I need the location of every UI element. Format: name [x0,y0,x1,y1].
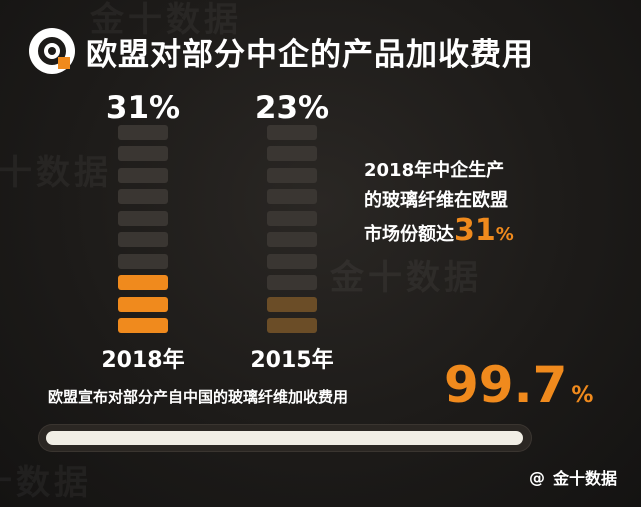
tariff-value-number: 99.7 [444,356,568,414]
bar-2015-segment [267,167,317,183]
stat-line-2: 的玻璃纤维在欧盟 [364,190,508,211]
bar-2015-segment [267,253,317,269]
bar-2015-value-label: 23% [254,90,330,126]
tariff-progress-fill [46,431,523,445]
at-icon: @ [528,467,545,487]
bar-2018-segment [118,146,168,161]
bar-2015-category-label: 2015年 [250,348,334,373]
bar-2018-segment [118,275,168,290]
bar-2015-segment [267,146,317,161]
bar-2015-segment [267,275,317,290]
bar-2015-segment [267,189,317,204]
bar-2015-segment [267,318,317,333]
bar-2018-segment [118,124,168,140]
stat-line-3-text: 市场份额达 [364,224,454,245]
bar-2018-segment [118,167,168,183]
market-share-unit: % [495,224,514,245]
bar-2018-segment [118,210,168,226]
bar-2015-segment [267,210,317,226]
source-label: 金十数据 [552,469,617,488]
stat-line-1: 2018年中企生产 [364,160,505,181]
bar-2015-segment [267,296,317,312]
market-share-value: 31 [454,213,496,248]
market-share-stat: 2018年中企生产 的玻璃纤维在欧盟 市场份额达31% [364,156,514,250]
page-title: 欧盟对部分中企的产品加收费用 [86,36,534,73]
watermark-top: 金十数据 [90,0,242,40]
source-credit: @ 金十数据 [529,465,617,489]
stat-line-3: 市场份额达31% [364,216,514,250]
watermark-middle: 金十数据 [330,258,482,298]
watermark-left: 金十数据 [0,153,112,193]
watermark-bottom: 金十数据 [0,463,92,503]
bar-2018-category-label: 2018年 [101,348,185,373]
bar-2018-segment [118,253,168,269]
bar-2018-segment [118,318,168,333]
header: 欧盟对部分中企的产品加收费用 [28,26,534,76]
bar-2018-value-label: 31% [105,90,181,126]
bar-2015-segment [267,232,317,247]
bar-2015-segment [267,124,317,140]
bar-2018-segment [118,232,168,247]
bar-2018-segment [118,189,168,204]
bar-2018-segment [118,296,168,312]
jin10-logo-icon [29,28,75,74]
tariff-value-unit: % [571,383,594,408]
tariff-value: 99.7% [444,356,593,414]
tariff-statement: 欧盟宣布对部分产自中国的玻璃纤维加收费用 [48,388,349,406]
